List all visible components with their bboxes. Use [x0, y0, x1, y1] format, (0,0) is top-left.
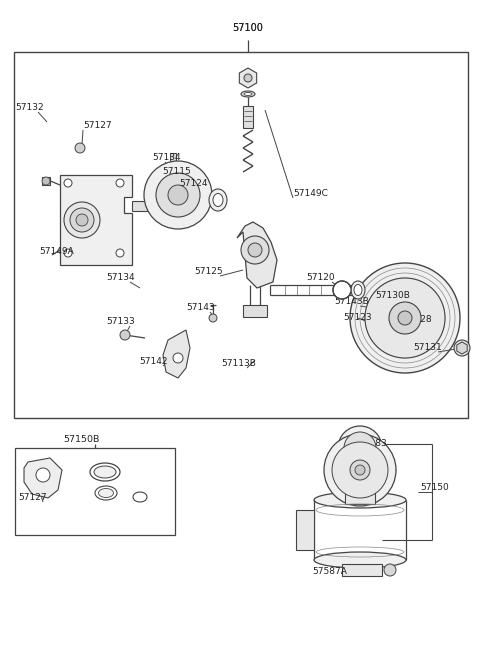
- Polygon shape: [42, 177, 50, 185]
- Ellipse shape: [95, 486, 117, 500]
- Text: 57142: 57142: [139, 358, 168, 367]
- Polygon shape: [385, 565, 395, 575]
- Bar: [14, 52, 468, 418]
- Text: 57131: 57131: [413, 343, 442, 352]
- Circle shape: [36, 468, 50, 482]
- Circle shape: [76, 214, 88, 226]
- Text: 57150B: 57150B: [63, 436, 99, 445]
- Text: 57133: 57133: [106, 318, 135, 326]
- Text: 57127: 57127: [18, 493, 47, 502]
- Text: 57150: 57150: [420, 483, 449, 493]
- Text: 57134: 57134: [106, 274, 134, 282]
- Ellipse shape: [314, 492, 406, 508]
- Circle shape: [42, 177, 50, 185]
- Text: 57143B: 57143B: [334, 297, 369, 307]
- Text: 57120: 57120: [306, 274, 335, 282]
- Circle shape: [398, 311, 412, 325]
- Circle shape: [365, 278, 445, 358]
- Ellipse shape: [338, 464, 382, 472]
- Text: 57113B: 57113B: [221, 360, 256, 369]
- Circle shape: [120, 330, 130, 340]
- Circle shape: [116, 179, 124, 187]
- Circle shape: [241, 236, 269, 264]
- Text: 57100: 57100: [233, 23, 264, 33]
- Circle shape: [338, 426, 382, 470]
- Circle shape: [173, 353, 183, 363]
- Circle shape: [70, 208, 94, 232]
- Ellipse shape: [351, 281, 365, 299]
- Circle shape: [355, 465, 365, 475]
- Bar: [132, 201, 150, 211]
- Circle shape: [156, 173, 200, 217]
- Text: 57124: 57124: [179, 179, 207, 189]
- Text: 57134: 57134: [152, 153, 180, 162]
- Text: 57183: 57183: [358, 440, 387, 449]
- Ellipse shape: [314, 552, 406, 568]
- Text: 57115: 57115: [162, 168, 191, 176]
- Circle shape: [116, 249, 124, 257]
- Circle shape: [64, 179, 72, 187]
- Circle shape: [350, 460, 370, 480]
- Circle shape: [64, 249, 72, 257]
- Polygon shape: [163, 330, 190, 378]
- Polygon shape: [60, 175, 132, 265]
- Polygon shape: [237, 222, 277, 288]
- Circle shape: [75, 143, 85, 153]
- Ellipse shape: [354, 284, 362, 295]
- Ellipse shape: [94, 466, 116, 478]
- Polygon shape: [457, 342, 467, 354]
- Bar: [342, 564, 382, 576]
- Circle shape: [168, 185, 188, 205]
- Bar: [243, 305, 267, 317]
- Circle shape: [350, 263, 460, 373]
- Circle shape: [332, 442, 388, 498]
- Text: 57127: 57127: [83, 121, 112, 130]
- Ellipse shape: [213, 193, 223, 206]
- Bar: [170, 153, 176, 163]
- Ellipse shape: [90, 463, 120, 481]
- Text: 57132: 57132: [15, 103, 44, 113]
- Circle shape: [384, 564, 396, 576]
- Text: 57157: 57157: [358, 462, 387, 470]
- Circle shape: [248, 243, 262, 257]
- Text: 57125: 57125: [194, 267, 223, 276]
- Text: 57587A: 57587A: [312, 567, 347, 576]
- Circle shape: [144, 161, 212, 229]
- Bar: [243, 106, 253, 128]
- Bar: [345, 490, 375, 504]
- Ellipse shape: [133, 492, 147, 502]
- Circle shape: [244, 74, 252, 82]
- Ellipse shape: [241, 91, 255, 97]
- Polygon shape: [24, 458, 62, 498]
- Text: 57128: 57128: [403, 316, 432, 324]
- Bar: [360, 284, 390, 296]
- Circle shape: [209, 314, 217, 322]
- Text: 57149A: 57149A: [39, 248, 74, 257]
- Ellipse shape: [98, 489, 113, 498]
- Text: 57130B: 57130B: [375, 291, 410, 299]
- Circle shape: [454, 340, 470, 356]
- Circle shape: [333, 281, 351, 299]
- Bar: [296, 510, 314, 550]
- Circle shape: [64, 202, 100, 238]
- Text: 57143: 57143: [186, 303, 215, 312]
- Ellipse shape: [209, 189, 227, 211]
- Circle shape: [389, 302, 421, 334]
- Bar: [15, 448, 175, 535]
- Ellipse shape: [244, 92, 252, 96]
- Circle shape: [344, 432, 376, 464]
- Polygon shape: [240, 68, 257, 88]
- Text: 57100: 57100: [233, 23, 264, 33]
- Text: 57149C: 57149C: [293, 189, 328, 198]
- Circle shape: [324, 434, 396, 506]
- Text: 57123: 57123: [343, 314, 372, 322]
